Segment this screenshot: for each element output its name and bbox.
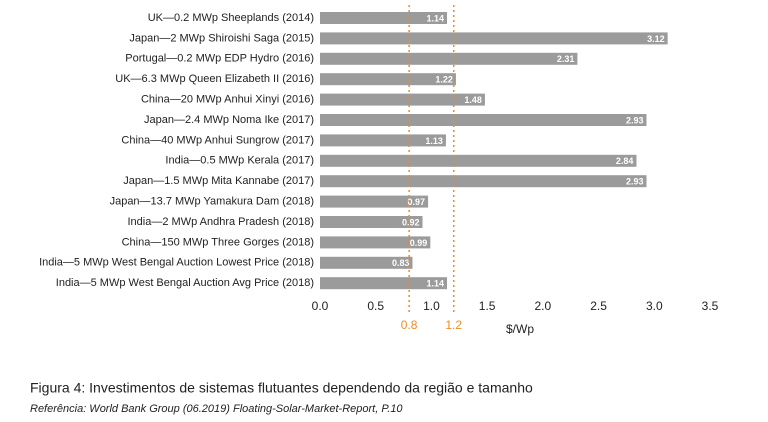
value-label: 1.14 xyxy=(426,13,444,23)
x-tick-label: 3.5 xyxy=(702,299,719,313)
bar xyxy=(320,73,456,86)
bar xyxy=(320,236,431,249)
y-tick-label: Portugal—0.2 MWp EDP Hydro (2016) xyxy=(125,53,314,65)
bar xyxy=(320,195,429,208)
y-tick-label: Japan—13.7 MWp Yamakura Dam (2018) xyxy=(110,196,314,208)
x-tick-label: 1.0 xyxy=(423,299,440,313)
value-label: 0.97 xyxy=(408,197,426,207)
value-label: 1.14 xyxy=(426,279,444,289)
x-tick-label: 2.5 xyxy=(590,299,607,313)
bar xyxy=(320,12,448,24)
bar xyxy=(320,114,647,126)
x-tick-label: 3.0 xyxy=(646,299,663,313)
bar xyxy=(320,52,578,65)
bar xyxy=(320,154,637,167)
value-label: 1.13 xyxy=(425,136,443,146)
value-label: 2.93 xyxy=(626,177,644,187)
y-tick-label: Japan—1.5 MWp Mita Kannabe (2017) xyxy=(123,175,314,187)
y-tick-label: India—5 MWp West Bengal Auction Lowest P… xyxy=(39,257,314,269)
value-label: 1.48 xyxy=(464,95,482,105)
y-tick-label: UK—6.3 MWp Queen Elizabeth II (2016) xyxy=(115,73,314,85)
y-tick-label: China—20 MWp Anhui Xinyi (2016) xyxy=(141,94,314,106)
bar xyxy=(320,216,423,228)
y-tick-label: India—5 MWp West Bengal Auction Avg Pric… xyxy=(56,277,314,289)
y-tick-label: China—40 MWp Anhui Sungrow (2017) xyxy=(121,134,314,146)
value-label: 2.31 xyxy=(557,54,575,64)
bar xyxy=(320,134,446,147)
value-label: 2.84 xyxy=(616,156,634,166)
y-tick-label: India—0.5 MWp Kerala (2017) xyxy=(165,155,314,167)
bar xyxy=(320,175,647,188)
x-tick-label: 2.0 xyxy=(535,299,552,313)
x-tick-label: 0.0 xyxy=(312,299,329,313)
x-tick-label: 1.5 xyxy=(479,299,496,313)
bar xyxy=(320,256,413,269)
value-label: 0.92 xyxy=(402,217,420,227)
bar xyxy=(320,32,668,45)
reference-label: 1.2 xyxy=(445,318,462,332)
value-label: 0.83 xyxy=(392,258,410,268)
x-axis-label: $/Wp xyxy=(506,322,534,336)
x-tick-label: 0.5 xyxy=(367,299,384,313)
source: Referência: World Bank Group (06.2019) F… xyxy=(30,403,403,415)
y-tick-label: Japan—2 MWp Shiroishi Saga (2015) xyxy=(129,32,314,44)
y-tick-label: India—2 MWp Andhra Pradesh (2018) xyxy=(128,216,315,228)
value-label: 2.93 xyxy=(626,115,644,125)
value-label: 0.99 xyxy=(410,238,428,248)
y-tick-label: China—150 MWp Three Gorges (2018) xyxy=(122,236,314,248)
value-label: 1.22 xyxy=(435,75,453,85)
caption: Figura 4: Investimentos de sistemas flut… xyxy=(30,380,533,396)
bar xyxy=(320,277,448,290)
value-label: 3.12 xyxy=(647,34,665,44)
y-tick-label: Japan—2.4 MWp Noma Ike (2017) xyxy=(144,114,314,126)
reference-label: 0.8 xyxy=(401,318,418,332)
y-tick-label: UK—0.2 MWp Sheeplands (2014) xyxy=(148,12,314,24)
bar xyxy=(320,93,485,106)
